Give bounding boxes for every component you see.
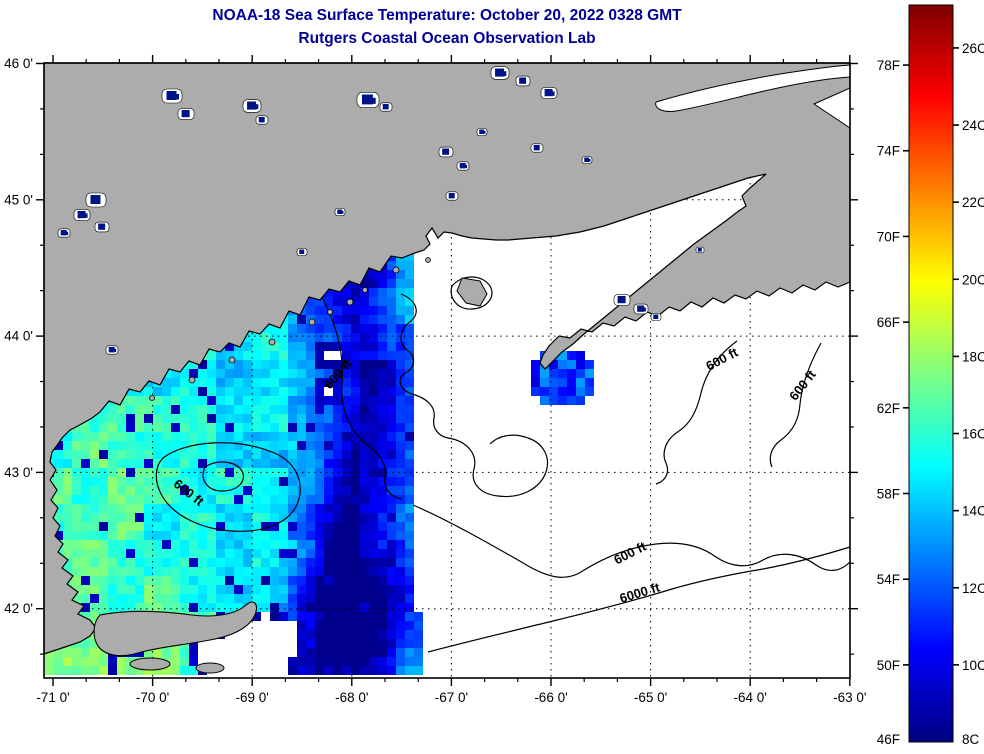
colorbar-fahrenheit-label: 50F — [877, 658, 900, 673]
landmass — [43, 62, 851, 674]
y-tick-label: 43 0' — [4, 465, 33, 480]
lake — [490, 66, 510, 80]
colorbar-celsius-label: 26C — [962, 41, 984, 56]
lake — [633, 303, 649, 315]
figure-subtitle: Rutgers Coastal Ocean Observation Lab — [298, 30, 595, 47]
colorbar-fahrenheit-label: 58F — [877, 487, 900, 502]
northumberland-strait — [655, 64, 851, 112]
colorbar-fahrenheit-label: 74F — [877, 144, 900, 159]
lake — [296, 248, 308, 256]
colorbar-gradient — [908, 4, 954, 743]
island-marthas-vineyard — [129, 657, 171, 671]
y-tick-label: 42 0' — [4, 601, 33, 616]
colorbar-celsius-label: 14C — [962, 504, 984, 519]
island-nantucket — [195, 662, 225, 674]
colorbar-celsius-label: 22C — [962, 195, 984, 210]
lake — [540, 87, 558, 99]
lake — [613, 294, 631, 306]
colorbar-celsius-label: 8C — [962, 732, 980, 747]
x-tick-label: -71 0' — [36, 690, 69, 705]
cape-cod — [93, 601, 257, 657]
colorbar-celsius-label: 18C — [962, 349, 984, 364]
lake — [445, 191, 459, 201]
axis-frame: -71 0' -70 0' -69 0' -68 0' -67 0' -66 0' -65 … — [4, 55, 866, 705]
x-tick-label: -70 0' — [136, 690, 169, 705]
colorbar-fahrenheit-label: 46F — [877, 732, 900, 747]
inland-lakes — [57, 66, 705, 355]
coastal-islands — [149, 257, 431, 401]
lake — [695, 246, 705, 254]
lake — [356, 92, 380, 109]
lake — [650, 313, 662, 321]
figure-title: NOAA-18 Sea Surface Temperature: October… — [212, 7, 682, 24]
x-tick-label: -66 0' — [534, 690, 567, 705]
lake — [57, 228, 71, 238]
colorbar: 26C 24C 22C 20C 18C 16C 14C 12C 10C 8C 78F 74F 70F 66… — [877, 4, 984, 747]
colorbar-fahrenheit-label: 66F — [877, 315, 900, 330]
lake — [255, 115, 269, 125]
lake — [438, 146, 454, 158]
lake — [242, 99, 262, 113]
colorbar-celsius-label: 16C — [962, 427, 984, 442]
x-tick-label: -67 0' — [435, 690, 468, 705]
lake — [94, 221, 110, 233]
lake — [334, 208, 346, 216]
x-tick-label: -65 0' — [634, 690, 667, 705]
depth-contours — [155, 276, 851, 653]
lake — [85, 192, 107, 208]
lake — [73, 209, 91, 221]
lake — [456, 161, 470, 171]
lake — [161, 88, 183, 104]
x-tick-label: -63 0' — [833, 690, 866, 705]
mainland-coast — [43, 62, 851, 655]
x-tick-label: -64 0' — [734, 690, 767, 705]
colorbar-celsius-label: 12C — [962, 581, 984, 596]
island-grand-manan — [456, 277, 488, 307]
y-tick-label: 46 0' — [4, 56, 33, 71]
lake — [530, 143, 544, 153]
lake — [379, 102, 393, 112]
colorbar-celsius-label: 20C — [962, 272, 984, 287]
lake — [177, 108, 195, 120]
x-tick-label: -69 0' — [236, 690, 269, 705]
colorbar-celsius-label: 24C — [962, 118, 984, 133]
colorbar-fahrenheit-label: 54F — [877, 572, 900, 587]
colorbar-fahrenheit-label: 62F — [877, 401, 900, 416]
colorbar-celsius-label: 10C — [962, 658, 984, 673]
y-tick-label: 45 0' — [4, 192, 33, 207]
lake — [581, 156, 593, 164]
lake — [515, 75, 531, 87]
lake — [105, 345, 119, 355]
colorbar-fahrenheit-label: 70F — [877, 229, 900, 244]
colorbar-fahrenheit-label: 78F — [877, 58, 900, 73]
x-tick-label: -68 0' — [335, 690, 368, 705]
lake — [476, 128, 488, 136]
y-tick-label: 44 0' — [4, 329, 33, 344]
